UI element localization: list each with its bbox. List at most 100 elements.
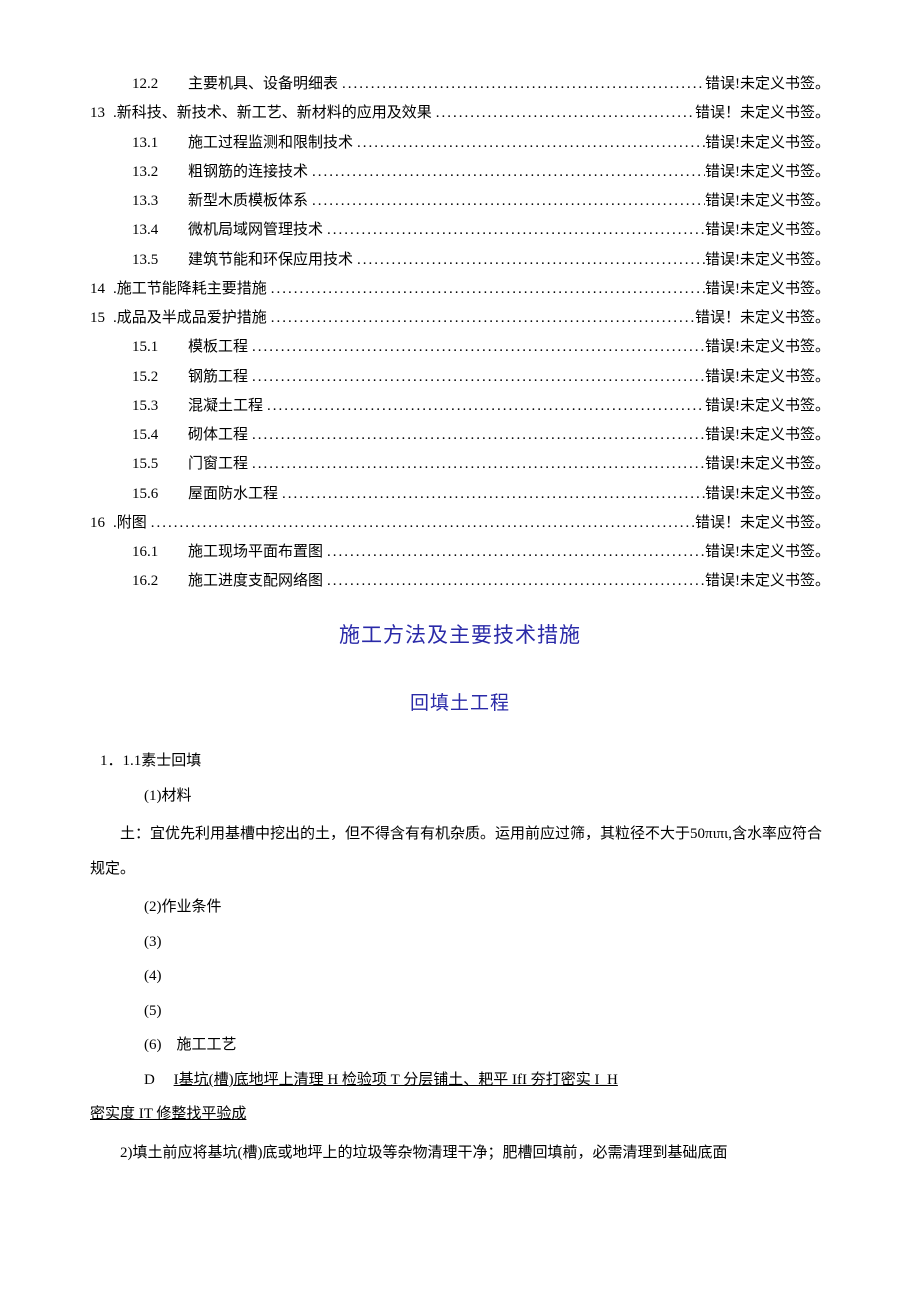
para-material-label: (1)材料 (90, 779, 830, 814)
para-6: (6) 施工工艺 (90, 1028, 830, 1063)
toc-number: 15 (90, 304, 105, 333)
toc-leader-dots (278, 480, 705, 509)
toc-number: 13 (90, 99, 105, 128)
toc-error-text: 错误!未定义书签。 (705, 70, 830, 99)
section-number: 1．1.1素士回填 (90, 744, 830, 779)
toc-leader-dots (263, 392, 705, 421)
toc-entry: 13.1施工过程监测和限制技术 错误!未定义书签。 (90, 129, 830, 158)
toc-label: 钢筋工程 (180, 363, 248, 392)
toc-error-text: 错误!未定义书签。 (705, 275, 830, 304)
toc-number: 15.6 (132, 480, 180, 509)
toc-label: 模板工程 (180, 333, 248, 362)
toc-entry: 16.附图 错误！未定义书签。 (90, 509, 830, 538)
toc-error-text: 错误！未定义书签。 (695, 99, 830, 128)
toc-error-text: 错误!未定义书签。 (705, 246, 830, 275)
toc-leader-dots (323, 538, 705, 567)
toc-leader-dots (338, 70, 705, 99)
toc-number: 16 (90, 509, 105, 538)
table-of-contents: 12.2主要机具、设备明细表 错误!未定义书签。13.新科技、新技术、新工艺、新… (90, 70, 830, 597)
toc-label: 新型木质模板体系 (180, 187, 308, 216)
toc-error-text: 错误!未定义书签。 (705, 216, 830, 245)
toc-label: 屋面防水工程 (180, 480, 278, 509)
toc-error-text: 错误!未定义书签。 (705, 129, 830, 158)
toc-entry: 15.4砌体工程 错误!未定义书签。 (90, 421, 830, 450)
toc-error-text: 错误！未定义书签。 (695, 304, 830, 333)
toc-leader-dots (432, 99, 695, 128)
toc-label: 建筑节能和环保应用技术 (180, 246, 353, 275)
para-6-num: (6) (144, 1037, 162, 1053)
toc-number: 14 (90, 275, 105, 304)
toc-label: 施工现场平面布置图 (180, 538, 323, 567)
toc-entry: 15.1模板工程 错误!未定义书签。 (90, 333, 830, 362)
toc-leader-dots (353, 246, 705, 275)
toc-label: .新科技、新技术、新工艺、新材料的应用及效果 (105, 99, 432, 128)
toc-number: 15.3 (132, 392, 180, 421)
para-material-desc: 土：宜优先利用基槽中挖出的土，但不得含有有机杂质。运用前应过筛，其粒径不大于50… (90, 817, 830, 886)
toc-error-text: 错误！未定义书签。 (695, 509, 830, 538)
toc-label: 门窗工程 (180, 450, 248, 479)
process-line-2: 密实度 IT 修整找平验成 (90, 1097, 830, 1132)
para-3: (3) (90, 925, 830, 960)
toc-entry: 13.3新型木质模板体系 错误!未定义书签。 (90, 187, 830, 216)
toc-number: 13.5 (132, 246, 180, 275)
toc-leader-dots (147, 509, 695, 538)
toc-leader-dots (308, 187, 705, 216)
toc-entry: 15.2钢筋工程 错误!未定义书签。 (90, 363, 830, 392)
toc-number: 16.2 (132, 567, 180, 596)
toc-entry: 16.1施工现场平面布置图 错误!未定义书签。 (90, 538, 830, 567)
toc-number: 15.4 (132, 421, 180, 450)
toc-number: 12.2 (132, 70, 180, 99)
toc-entry: 13.新科技、新技术、新工艺、新材料的应用及效果 错误！未定义书签。 (90, 99, 830, 128)
toc-error-text: 错误!未定义书签。 (705, 480, 830, 509)
para-6-label: 施工工艺 (177, 1037, 237, 1053)
toc-entry: 15.6屋面防水工程 错误!未定义书签。 (90, 480, 830, 509)
toc-label: .施工节能降耗主要措施 (105, 275, 267, 304)
heading-sub: 回填土工程 (90, 685, 830, 722)
toc-leader-dots (323, 567, 705, 596)
process-steps-2: 密实度 IT 修整找平验成 (90, 1106, 246, 1122)
toc-entry: 15.成品及半成品爱护措施 错误！未定义书签。 (90, 304, 830, 333)
toc-error-text: 错误!未定义书签。 (705, 363, 830, 392)
toc-error-text: 错误!未定义书签。 (705, 567, 830, 596)
toc-number: 15.1 (132, 333, 180, 362)
toc-error-text: 错误!未定义书签。 (705, 392, 830, 421)
toc-number: 13.4 (132, 216, 180, 245)
toc-leader-dots (353, 129, 705, 158)
toc-label: 砌体工程 (180, 421, 248, 450)
para-5: (5) (90, 994, 830, 1029)
toc-error-text: 错误!未定义书签。 (705, 333, 830, 362)
toc-leader-dots (248, 450, 705, 479)
toc-leader-dots (248, 333, 705, 362)
para-2: (2)作业条件 (90, 890, 830, 925)
toc-leader-dots (267, 304, 695, 333)
toc-error-text: 错误!未定义书签。 (705, 538, 830, 567)
toc-entry: 13.4微机局域网管理技术 错误!未定义书签。 (90, 216, 830, 245)
toc-entry: 16.2施工进度支配网络图 错误!未定义书签。 (90, 567, 830, 596)
toc-label: 微机局域网管理技术 (180, 216, 323, 245)
toc-error-text: 错误!未定义书签。 (705, 450, 830, 479)
toc-leader-dots (323, 216, 705, 245)
toc-label: 混凝土工程 (180, 392, 263, 421)
toc-error-text: 错误!未定义书签。 (705, 421, 830, 450)
para-4: (4) (90, 959, 830, 994)
toc-number: 15.2 (132, 363, 180, 392)
toc-number: 13.1 (132, 129, 180, 158)
toc-entry: 13.5建筑节能和环保应用技术 错误!未定义书签。 (90, 246, 830, 275)
toc-entry: 15.3混凝土工程 错误!未定义书签。 (90, 392, 830, 421)
toc-label: 粗钢筋的连接技术 (180, 158, 308, 187)
toc-number: 13.3 (132, 187, 180, 216)
toc-leader-dots (308, 158, 705, 187)
toc-label: 施工过程监测和限制技术 (180, 129, 353, 158)
toc-leader-dots (248, 363, 705, 392)
toc-label: 主要机具、设备明细表 (180, 70, 338, 99)
toc-error-text: 错误!未定义书签。 (705, 187, 830, 216)
toc-number: 15.5 (132, 450, 180, 479)
toc-number: 16.1 (132, 538, 180, 567)
para-fill-desc: 2)填土前应将基坑(槽)底或地坪上的垃圾等杂物清理干净；肥槽回填前，必需清理到基… (90, 1136, 830, 1171)
toc-label: .成品及半成品爱护措施 (105, 304, 267, 333)
toc-leader-dots (248, 421, 705, 450)
process-D: D (144, 1072, 155, 1088)
toc-number: 13.2 (132, 158, 180, 187)
heading-main: 施工方法及主要技术措施 (90, 615, 830, 656)
toc-entry: 14.施工节能降耗主要措施 错误!未定义书签。 (90, 275, 830, 304)
